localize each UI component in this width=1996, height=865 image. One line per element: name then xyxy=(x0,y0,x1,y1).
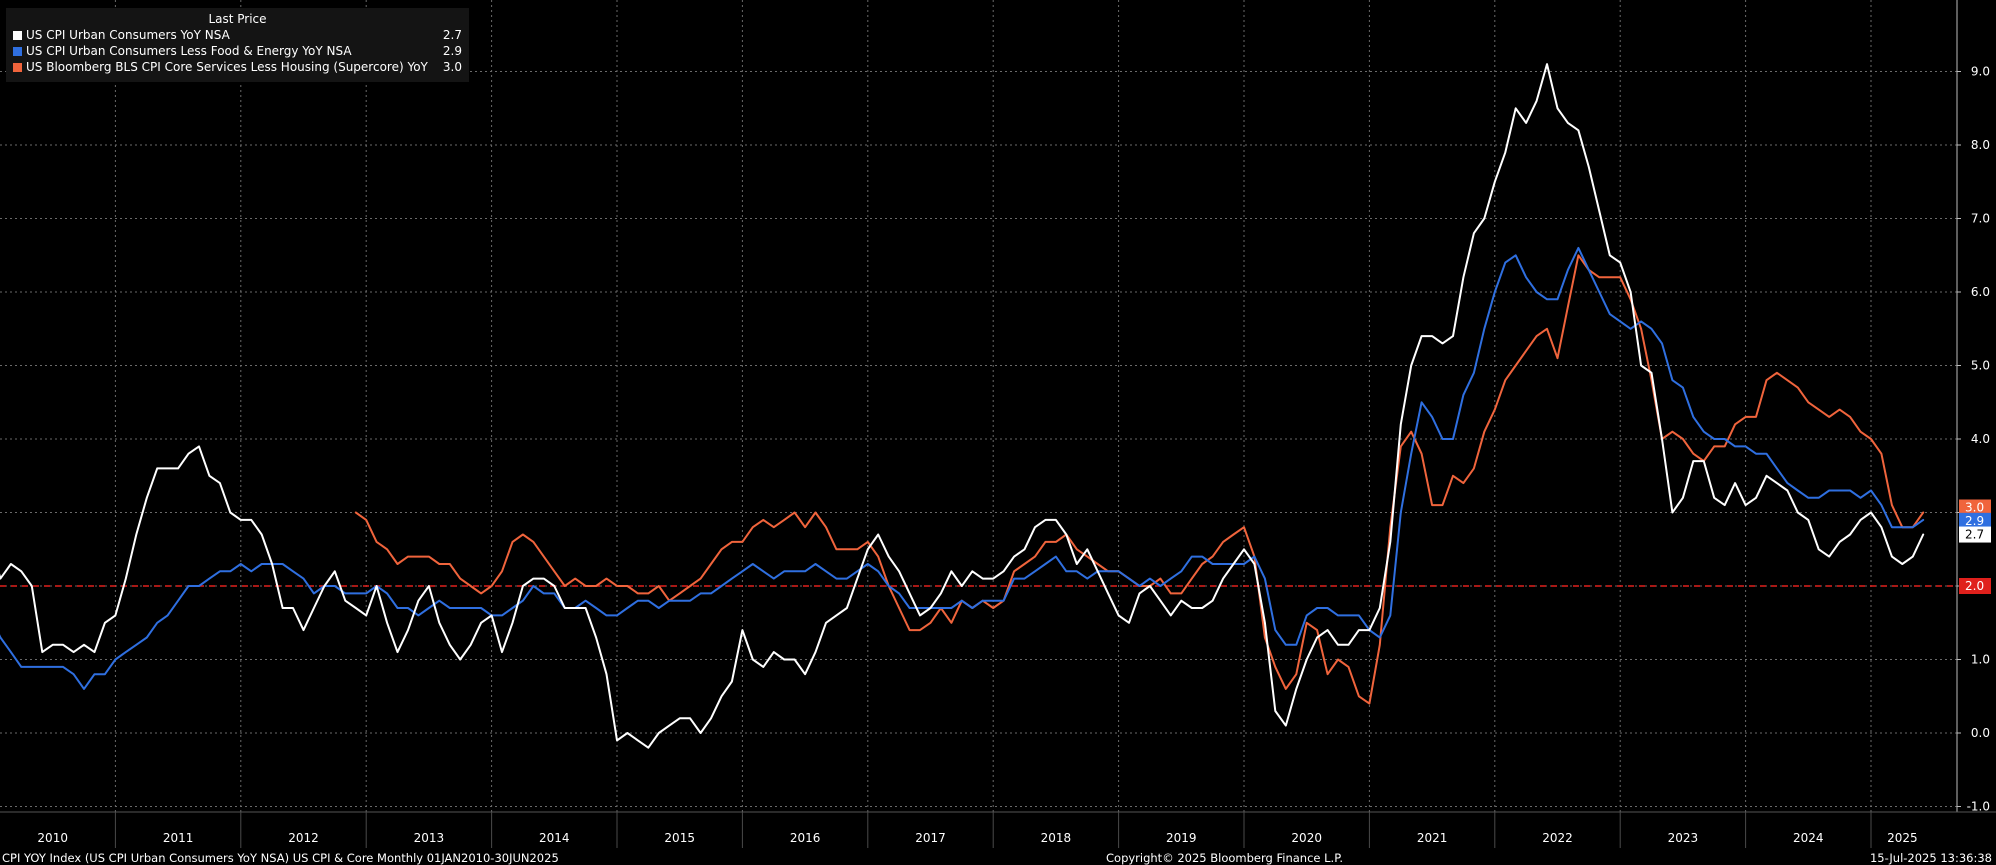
footer-copyright: Copyright© 2025 Bloomberg Finance L.P. xyxy=(1106,851,1343,865)
x-tick-label: 2019 xyxy=(1166,831,1197,845)
x-axis: 2010 2011 2012 2013 2014 2015 2016 2017 2018 2019… xyxy=(37,812,1918,848)
x-tick-label: 2014 xyxy=(539,831,570,845)
x-tick-label: 2011 xyxy=(163,831,194,845)
y-tick-label: 8.0 xyxy=(1971,138,1990,152)
x-tick-label: 2025 xyxy=(1887,831,1918,845)
y-tick-label: 6.0 xyxy=(1971,285,1990,299)
legend-label: US CPI Urban Consumers YoY NSA xyxy=(26,28,230,42)
legend-label: US Bloomberg BLS CPI Core Services Less … xyxy=(26,60,428,74)
y-axis: -1.0 0.0 1.0 2.0 3.0 4.0 5.0 6.0 7.0 8.0 9.0 xyxy=(1957,65,1990,814)
legend-item-cpi: US CPI Urban Consumers YoY NSA 2.7 xyxy=(6,27,469,43)
x-tick-label: 2015 xyxy=(664,831,695,845)
legend-value: 3.0 xyxy=(442,60,462,74)
y-tick-label: -1.0 xyxy=(1967,800,1990,814)
legend-swatch-white xyxy=(13,31,22,40)
x-tick-label: 2016 xyxy=(790,831,821,845)
last-value-labels: 2.0 3.02.92.7 xyxy=(1959,499,1991,594)
y-tick-label: 0.0 xyxy=(1971,726,1990,740)
cpi-last-tag-label: 2.7 xyxy=(1965,528,1984,542)
core-cpi-last-tag-label: 2.9 xyxy=(1965,514,1984,528)
supercore-last-tag-label: 3.0 xyxy=(1965,501,1984,515)
x-tick-label: 2017 xyxy=(915,831,946,845)
reference-value-tag-bg xyxy=(1959,578,1991,594)
x-tick-label: 2023 xyxy=(1668,831,1699,845)
core-cpi-last-tag-bg xyxy=(1959,512,1991,529)
series-lines xyxy=(0,63,1925,749)
y-tick-label: 5.0 xyxy=(1971,359,1990,373)
legend-value: 2.7 xyxy=(442,28,462,42)
plot-background xyxy=(0,0,1957,812)
legend-swatch-orange xyxy=(13,63,22,72)
y-tick-label: 7.0 xyxy=(1971,212,1990,226)
y-tick-label: 9.0 xyxy=(1971,65,1990,79)
legend-item-supercore: US Bloomberg BLS CPI Core Services Less … xyxy=(6,59,469,75)
x-tick-label: 2010 xyxy=(37,831,68,845)
legend-item-core-cpi: US CPI Urban Consumers Less Food & Energ… xyxy=(6,43,469,59)
footer-timestamp: 15-Jul-2025 13:36:38 xyxy=(1869,851,1992,865)
y-tick-label: 1.0 xyxy=(1971,653,1990,667)
x-tick-label: 2020 xyxy=(1291,831,1322,845)
x-tick-label: 2024 xyxy=(1793,831,1824,845)
x-tick-label: 2018 xyxy=(1041,831,1072,845)
x-tick-label: 2021 xyxy=(1417,831,1448,845)
legend: Last Price US CPI Urban Consumers YoY NS… xyxy=(6,8,469,82)
series-line-cpi xyxy=(0,63,1925,749)
x-tick-label: 2022 xyxy=(1542,831,1573,845)
footer-description: CPI YOY Index (US CPI Urban Consumers Yo… xyxy=(2,851,559,865)
legend-value: 2.9 xyxy=(442,44,462,58)
y-tick-label: 4.0 xyxy=(1971,432,1990,446)
series-line-core-cpi xyxy=(0,246,1925,690)
cpi-last-tag-bg xyxy=(1959,526,1991,543)
legend-header: Last Price xyxy=(208,12,267,26)
reference-value-tag-label: 2.0 xyxy=(1965,579,1984,593)
x-tick-label: 2013 xyxy=(414,831,445,845)
legend-swatch-blue xyxy=(13,47,22,56)
x-tick-label: 2012 xyxy=(288,831,319,845)
supercore-last-tag-bg xyxy=(1959,499,1991,516)
legend-label: US CPI Urban Consumers Less Food & Energ… xyxy=(26,44,352,58)
